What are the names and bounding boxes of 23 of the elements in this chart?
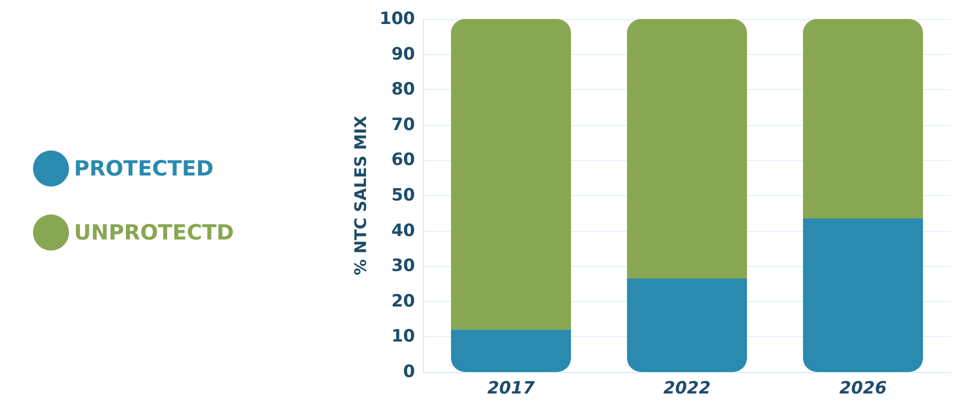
- y-tick-label: 30: [391, 256, 416, 276]
- y-tick-label: 90: [391, 44, 416, 64]
- bar: [803, 19, 923, 218]
- y-tick-label: 50: [391, 186, 416, 206]
- bar: [803, 218, 923, 372]
- y-tick-label: 10: [391, 326, 416, 347]
- x-tick-label: 2022: [663, 378, 711, 398]
- y-tick-label: 60: [391, 150, 416, 170]
- bar: [451, 330, 571, 372]
- y-tick-label: 40: [391, 220, 416, 241]
- bar: [627, 19, 747, 278]
- bar: [451, 19, 571, 330]
- y-axis-title: % NTC SALES MIX: [351, 115, 370, 276]
- bar: [627, 278, 747, 372]
- y-tick-label: 20: [391, 291, 416, 312]
- y-tick-label: 100: [380, 9, 416, 29]
- x-tick-label: 2017: [487, 378, 535, 398]
- y-tick-label: 0: [403, 362, 416, 382]
- x-tick-label: 2026: [839, 378, 887, 398]
- y-tick-label: 70: [391, 114, 416, 135]
- y-tick-label: 80: [391, 80, 416, 100]
- legend-label: UNPROTECTD: [74, 220, 234, 244]
- legend-label: PROTECTED: [74, 156, 214, 180]
